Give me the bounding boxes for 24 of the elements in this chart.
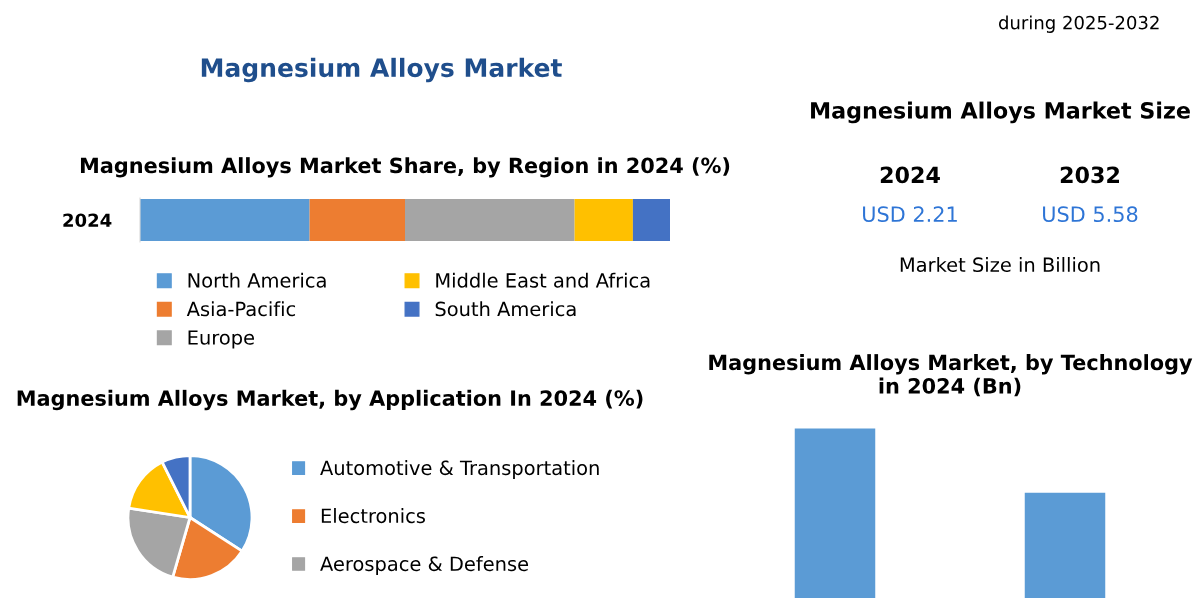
legend-label: Middle East and Africa xyxy=(436,272,650,288)
bar xyxy=(140,199,310,241)
bar xyxy=(309,199,405,241)
text: Market Size in Billion xyxy=(900,256,1100,273)
legend-label: Automotive & Transportation xyxy=(320,460,599,479)
bar xyxy=(632,199,670,241)
legend-label: Aerospace & Defense xyxy=(320,556,529,575)
category-label: 2032 xyxy=(1060,166,1119,184)
text: USD 2.21 xyxy=(863,206,957,223)
bar xyxy=(405,199,575,241)
text: USD 5.58 xyxy=(1043,206,1138,223)
text: during 2025-2032 xyxy=(998,15,1159,33)
text: Magnesium Alloys Market Size xyxy=(811,101,1190,124)
chart-title: Magnesium Alloys Market, by Technology in 2024 (Bn) xyxy=(709,354,1193,397)
bar xyxy=(574,199,633,241)
legend-label: Europe xyxy=(188,330,254,349)
text: Magnesium Alloys Market Share, by Region in 2024 (%) xyxy=(80,157,730,178)
legend-label: North America xyxy=(188,272,326,288)
chart-title: Magnesium Alloys Market xyxy=(201,57,562,83)
legend-label: Asia-Pacific xyxy=(186,301,296,317)
legend-label: Electronics xyxy=(321,508,425,524)
legend-label: South America xyxy=(435,301,576,317)
chart-title: Magnesium Alloys Market, by Application In 2024 (%) xyxy=(17,389,643,411)
category-label: 2024 xyxy=(63,213,112,228)
